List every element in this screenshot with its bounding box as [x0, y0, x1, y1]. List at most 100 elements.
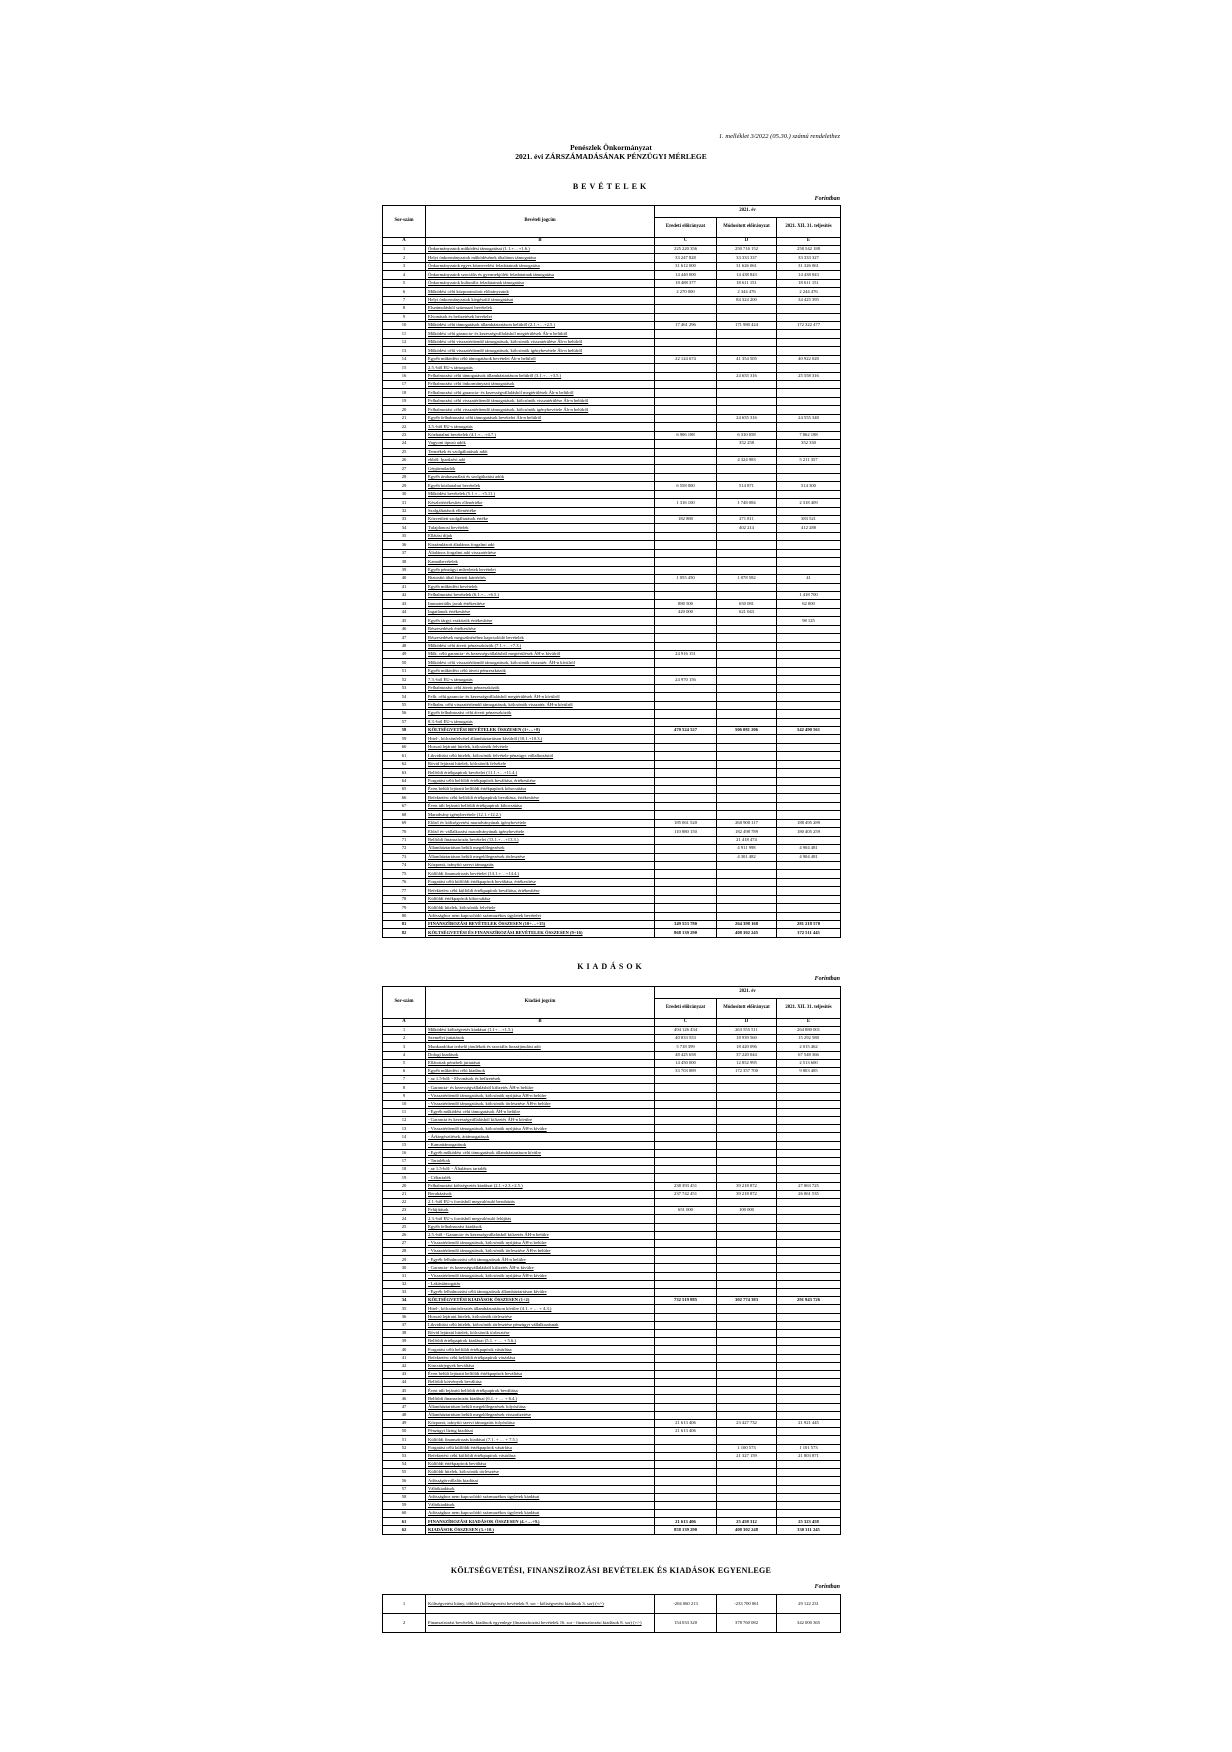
- actual-value: 2 015 462: [775, 1042, 842, 1052]
- row-label: Államháztartáson belüli megelőlegezések: [425, 844, 655, 854]
- row-number: 60: [382, 1509, 426, 1519]
- row-label: Felhalmozási célú átvett pénzeszközök: [425, 683, 655, 694]
- modified-value: [716, 379, 777, 390]
- actual-value: [775, 700, 842, 711]
- original-value: 14 450 000: [654, 1058, 717, 1068]
- original-value: [654, 1148, 717, 1159]
- row-label: Külföldi értékpapírok beváltása: [425, 1459, 655, 1470]
- row-number: 61: [382, 1517, 426, 1527]
- original-value: [654, 455, 717, 466]
- row-label: Váltókiadások: [425, 1484, 655, 1494]
- table-row: 42 Kincstárjegyek beváltása: [382, 1361, 842, 1371]
- letter-b: B: [425, 237, 655, 246]
- row-label: Működési célú támogatások államháztartás…: [425, 320, 655, 331]
- row-number: 30: [382, 1263, 426, 1273]
- table-row: 58 Adóssághoz nem kapcsolódó származékos …: [382, 1492, 842, 1502]
- original-value: [654, 312, 717, 322]
- original-value: [654, 1378, 717, 1388]
- actual-value: 40 922 028: [775, 354, 842, 365]
- original-value: 24 916 151: [654, 649, 717, 660]
- actual-value: 14 438 843: [775, 270, 842, 280]
- table-row: 23 Felújítások 651 000 100 000: [382, 1206, 842, 1216]
- actual-value: 542 490 561: [775, 725, 842, 736]
- original-value: [654, 658, 717, 668]
- modified-value: 514 871: [716, 481, 777, 491]
- row-label: Adósságörvállalás kiadásai: [425, 1476, 655, 1486]
- table-row: 56 Egyéb felhalmozási célú átvett pénzesz…: [382, 709, 842, 719]
- original-value: 33 247 828: [654, 253, 717, 263]
- row-number: 18: [382, 1165, 426, 1175]
- modified-value: [716, 1222, 777, 1232]
- row-label: Biztosító által fizetett kártérítés: [425, 574, 655, 584]
- row-number: 41: [382, 582, 426, 592]
- row-number: 38: [382, 557, 426, 567]
- modified-value: [716, 869, 777, 879]
- table-row: 30 Működési bevételek (5.1.+…+5.11.): [382, 489, 842, 500]
- actual-value: [775, 894, 842, 905]
- table-row: 38 Kamatbevételek: [382, 557, 842, 567]
- row-label: Rövid lejáratú hitelek, kölcsönök felvét…: [425, 759, 655, 770]
- actual-value: [775, 1427, 842, 1437]
- row-label: Likviditási célú hitelek, kölcsönök felv…: [425, 751, 655, 761]
- modified-value: [716, 1238, 777, 1249]
- table-row: 71 Belföldi finanszírozás bevételei (13.1…: [382, 835, 842, 846]
- modified-value: [716, 658, 777, 668]
- actual-value: [775, 1312, 842, 1322]
- modified-value: [716, 616, 777, 626]
- table-row: 17 Felhalmozási célú önkormányzati támoga…: [382, 379, 842, 390]
- letter-a: A: [382, 237, 426, 246]
- row-label: Vagyoni tipusú adók: [425, 439, 655, 449]
- row-number: 16: [382, 1148, 426, 1159]
- row-label: Elszámolásból származó bevételek: [425, 304, 655, 314]
- table-row: 27- Visszatérítendő támogatások, kölcsön…: [382, 1238, 842, 1249]
- original-value: [654, 304, 717, 314]
- modified-value: 24 655 316: [716, 371, 777, 382]
- row-label: Belföldi értékpapírok bevételei (11.1.+……: [425, 768, 655, 778]
- table-row: 24 Vagyoni tipusú adók 352 258 352 330: [382, 439, 842, 449]
- table-row: 22 3.5.-ből EU-s támogatás: [382, 422, 842, 432]
- table-row: 52 7.3.-ból EU-s támogatás 24 970 156: [382, 675, 842, 685]
- modified-value: [716, 1279, 777, 1290]
- original-value: 22 124 674: [654, 354, 717, 365]
- row-number: 13: [382, 1124, 426, 1134]
- row-number: 17: [382, 1156, 426, 1167]
- table-row: 34 Tulajdonosi bevételek 402 214 412 288: [382, 523, 842, 533]
- row-label: KIADÁSOK ÖSSZESEN (3.+10.): [425, 1525, 655, 1535]
- original-header: Eredeti előirányzat: [654, 217, 717, 238]
- original-value: [654, 464, 717, 474]
- row-number: 1: [382, 1594, 426, 1614]
- row-number: 43: [382, 599, 426, 609]
- original-value: [654, 1165, 717, 1175]
- modified-value: [716, 717, 777, 727]
- row-label: Belföldi értékpapírok kiadásai (5.1. + ……: [425, 1337, 655, 1347]
- row-number: 29: [382, 1255, 426, 1265]
- original-value: 110 880 150: [654, 827, 717, 837]
- actual-value: [775, 1386, 842, 1396]
- row-number: 48: [382, 641, 426, 652]
- row-number: 55: [382, 700, 426, 711]
- row-number: 47: [382, 633, 426, 643]
- row-number: 60: [382, 742, 426, 753]
- actual-value: [775, 683, 842, 694]
- actual-value: [775, 531, 842, 542]
- row-label: Előző év költségvetési maradványának igé…: [425, 818, 655, 829]
- table-row: 76 Forgatási célú külföldi értékpapírok b…: [382, 877, 842, 888]
- actual-value: [775, 337, 842, 348]
- table-row: 53 Befektetési célú külföldi értékpapírok…: [382, 1451, 842, 1461]
- actual-value: 2 244 476: [775, 287, 842, 297]
- row-label: Hosszú lejáratú hitelek, kölcsönök törle…: [425, 1312, 655, 1322]
- row-number: 52: [382, 675, 426, 685]
- actual-value: [775, 793, 842, 803]
- actual-value: 330 311 245: [775, 1525, 842, 1535]
- original-value: [654, 1484, 717, 1494]
- revenue-table: Sor-szám Bevételi jogcím 2021. év Eredeti …: [382, 205, 842, 938]
- modified-value: 2 344 476: [716, 287, 777, 297]
- table-row: 47 Részesedések megszűnéséhez kapcsolódó …: [382, 633, 842, 643]
- actual-value: 25 323 458: [775, 1517, 842, 1527]
- row-label: Államháztartáson belüli megelőlegezések …: [425, 852, 655, 862]
- row-number: 71: [382, 835, 426, 846]
- table-row: 44 Ingatlanok értékesítése 420 000 621 043: [382, 607, 842, 618]
- row-label: Egyéb pénzügyi műveletek bevételei: [425, 565, 655, 576]
- modified-value: [716, 692, 777, 702]
- row-label: Elvonások és befizetések bevételei: [425, 312, 655, 322]
